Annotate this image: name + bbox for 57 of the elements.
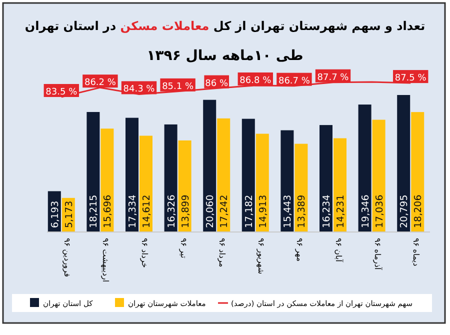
bar [256, 134, 269, 232]
data-label: 14,612 [142, 194, 152, 228]
data-label: 13,389 [296, 194, 308, 228]
data-label: 13,899 [180, 194, 192, 228]
data-label: 83.5 % [46, 88, 78, 98]
x-tick-label: مهر ۹۶ [295, 238, 304, 262]
bar [411, 112, 424, 232]
data-label: 15,443 [282, 194, 294, 228]
bar [100, 128, 114, 232]
data-label: 14,913 [258, 194, 269, 228]
data-label: 87.5 % [394, 74, 427, 84]
title: تعداد و سهم شهرستان تهران از کل معاملات مسکن در استان تهران [24, 19, 426, 33]
data-label: 86 % [205, 78, 228, 89]
bar [164, 124, 178, 232]
data-label: 86.2 % [84, 78, 116, 88]
data-label: 14,231 [336, 194, 346, 228]
bar [372, 120, 386, 232]
data-label: 16,234 [322, 194, 332, 228]
bar [358, 104, 372, 232]
bar [203, 100, 216, 232]
data-label: 18,206 [413, 194, 424, 228]
x-tick-label: شهریور ۹۶ [256, 238, 266, 274]
data-label: 5,173 [64, 200, 75, 228]
x-tick-label: تیر ۹۶ [178, 238, 188, 258]
data-label: 84.3 % [123, 84, 156, 95]
data-label: 86.8 % [240, 76, 272, 86]
bar [86, 112, 100, 232]
data-label: 86.7 % [278, 76, 310, 86]
bar [242, 118, 255, 232]
bar [280, 130, 294, 232]
data-label: 17,036 [374, 194, 386, 228]
data-label: 20,060 [205, 194, 216, 228]
x-tick-label: خرداد ۹۶ [140, 238, 149, 268]
data-label: 87.7 % [317, 72, 350, 83]
data-label: 15,696 [102, 194, 114, 228]
bar [397, 95, 410, 232]
data-label: 18,215 [88, 194, 100, 228]
x-tick-label: فروردین ۹۶ [62, 238, 72, 278]
bar [217, 118, 230, 232]
x-tick-label: اردیبهشت ۹۶ [101, 238, 110, 282]
bar [334, 138, 346, 232]
data-label: 17,182 [244, 194, 255, 228]
x-tick-label: آذرماه ۹۶ [372, 238, 383, 270]
chart-subtitle: طی ۱۰ماهه سال ۱۳۹۶ [146, 48, 304, 64]
data-label: 16,326 [166, 194, 178, 228]
x-tick-label: آبان ۹۶ [334, 238, 344, 263]
data-label: 85.1 % [162, 82, 194, 92]
x-tick-label: مرداد ۹۶ [218, 238, 227, 268]
data-label: 17,334 [128, 194, 138, 228]
bar [140, 136, 152, 232]
bar [320, 125, 332, 232]
x-tick-label: دیماه ۹۶ [412, 238, 421, 267]
bar [126, 118, 138, 232]
data-label: 6,193 [50, 200, 61, 228]
data-label: 19,346 [360, 194, 372, 228]
data-label: 20,795 [399, 194, 410, 228]
data-label: 17,242 [219, 194, 230, 228]
